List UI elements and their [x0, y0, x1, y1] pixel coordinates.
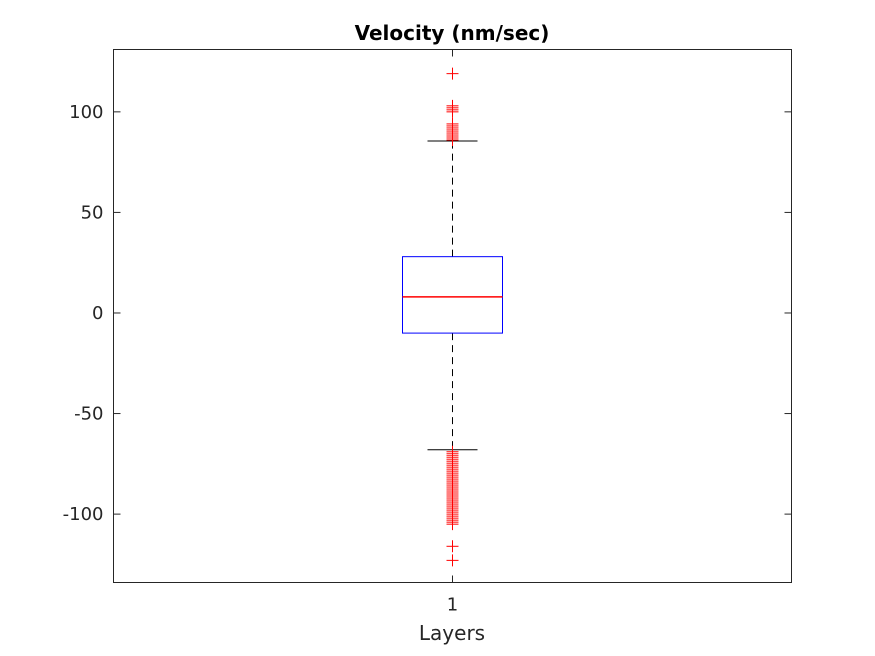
outlier-marker — [446, 540, 459, 553]
x-axis: 1 — [447, 49, 458, 616]
box-series — [402, 67, 503, 567]
chart-title: Velocity (nm/sec) — [355, 21, 550, 45]
y-axis: -100 -50 0 50 100 — [63, 102, 792, 525]
outlier-marker — [446, 117, 459, 130]
y-tick-label: 100 — [69, 102, 103, 123]
y-tick-label: 50 — [81, 202, 104, 223]
y-tick-label: -50 — [74, 404, 103, 425]
x-tick-label: 1 — [447, 595, 458, 616]
outlier-marker — [446, 518, 459, 531]
x-axis-label: Layers — [419, 621, 485, 645]
outlier-marker — [446, 67, 459, 80]
box-group — [402, 67, 503, 567]
y-tick-label: 0 — [92, 303, 103, 324]
outlier-marker — [446, 99, 459, 112]
y-tick-label: -100 — [63, 504, 104, 525]
interquartile-box — [402, 256, 503, 334]
outlier-marker — [446, 554, 459, 567]
